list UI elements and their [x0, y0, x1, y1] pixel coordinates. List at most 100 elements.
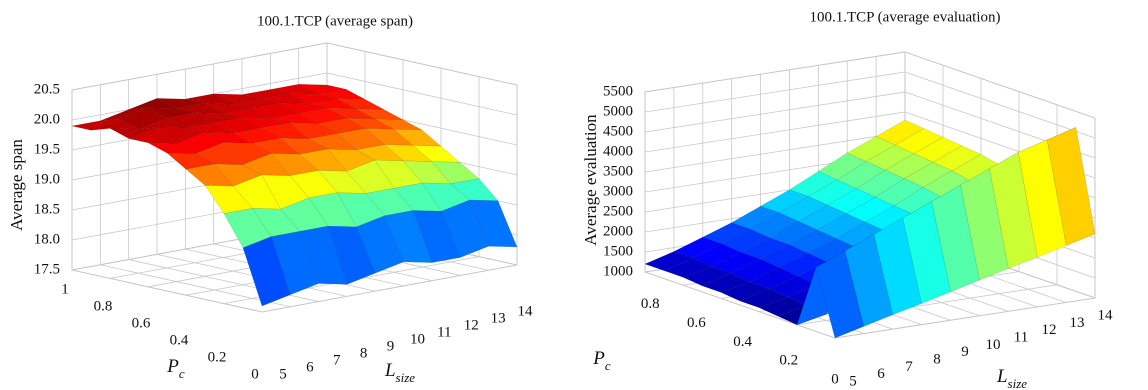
y-tick-label: 0.8 — [94, 298, 113, 314]
x-tick-label: 5 — [279, 366, 287, 382]
surface-patch — [402, 160, 452, 185]
surface-patch — [374, 159, 423, 189]
chart-title: 100.1.TCP (average evaluation) — [809, 9, 1000, 25]
surface-patch — [412, 210, 461, 263]
surface-patch — [749, 267, 799, 289]
x-axis-label-main: L — [384, 360, 396, 381]
y-tick-label: 0.8 — [641, 296, 660, 312]
y-axis-label: Pc — [592, 348, 611, 373]
surface-patch — [364, 128, 414, 146]
x-tick-label: 6 — [877, 366, 885, 382]
surface-patch — [327, 148, 376, 172]
surface-patch — [261, 174, 310, 210]
surface-patch — [739, 288, 789, 308]
surface-patch — [299, 225, 348, 285]
grid-line — [904, 51, 1096, 119]
z-tick-label: 17.5 — [34, 261, 60, 277]
surface-patch — [441, 199, 489, 258]
z-tick-label: 4500 — [603, 123, 633, 139]
y-tick-label: 0.4 — [733, 334, 752, 350]
surface-patch — [663, 257, 713, 278]
surface-patch — [346, 117, 394, 130]
surface-patch — [384, 210, 433, 263]
chart-title: 100.1.TCP (average span) — [257, 13, 413, 29]
y-tick-label: 0 — [831, 371, 839, 387]
surface-patch — [223, 208, 272, 249]
surface-patch — [270, 153, 319, 177]
z-tick-label: 3500 — [603, 163, 633, 179]
x-tick-label: 9 — [961, 344, 969, 360]
surface-patch — [815, 250, 865, 339]
grid-line — [71, 269, 263, 313]
x-tick-label: 7 — [333, 352, 341, 368]
grid-line — [326, 72, 518, 116]
x-tick-label: 10 — [986, 337, 1001, 353]
grid-line — [326, 42, 518, 86]
x-tick-label: 9 — [387, 338, 395, 354]
x-tick-label: 8 — [933, 351, 941, 367]
surface-patch — [204, 132, 253, 144]
surface-patch — [346, 159, 395, 194]
surface-patch — [317, 170, 367, 194]
y-tick-label: 0.6 — [687, 315, 706, 331]
grid-line — [834, 297, 1096, 339]
surface-patch — [374, 118, 423, 131]
surface-patch — [1046, 127, 1096, 246]
y-tick-label: 0.2 — [779, 353, 798, 369]
x-axis-label-sub: size — [396, 370, 416, 385]
z-tick-label: 3000 — [603, 183, 633, 199]
z-tick-label: 1500 — [603, 243, 633, 259]
x-axis-label-sub: size — [1008, 376, 1028, 390]
grid-line — [644, 271, 836, 339]
surface-patch — [128, 127, 178, 144]
surface-patch — [232, 127, 282, 144]
surface-patch — [270, 83, 318, 95]
grid-line — [644, 71, 906, 113]
surface-patch — [71, 118, 120, 131]
surface-patch — [317, 117, 367, 134]
y-axis-label-sub: c — [179, 366, 185, 381]
surface-patch — [365, 187, 414, 216]
surface-patch — [271, 231, 319, 296]
surface-patch — [289, 170, 338, 199]
surface-patch — [392, 128, 442, 147]
y-tick-label: 0.2 — [208, 349, 227, 365]
grid-line — [644, 91, 906, 133]
x-tick-label: 11 — [437, 324, 451, 340]
grid-line — [644, 111, 906, 153]
grid-line — [644, 131, 906, 173]
x-tick-label: 8 — [360, 345, 368, 361]
surface-patch — [336, 192, 386, 228]
surface-patch — [109, 127, 158, 139]
surface-patch — [758, 296, 808, 317]
surface-patch — [298, 148, 348, 172]
surface-patch — [147, 142, 196, 155]
z-tick-label: 5000 — [603, 103, 633, 119]
grid-line — [904, 71, 1096, 139]
surface-patch — [336, 98, 385, 110]
x-axis-label-main: L — [996, 366, 1008, 387]
x-tick-label: 7 — [905, 359, 913, 375]
surface-patch — [279, 137, 329, 155]
grid-line — [644, 51, 906, 93]
x-tick-label: 13 — [491, 310, 506, 326]
z-axis-label: Average evaluation — [581, 114, 600, 246]
surface-patch — [288, 122, 338, 140]
x-tick-label: 5 — [849, 373, 857, 389]
z-tick-label: 1000 — [603, 263, 633, 279]
x-axis-label: Lsize — [996, 366, 1027, 390]
surface-patch — [336, 128, 385, 151]
surface-patch — [682, 266, 732, 287]
x-tick-label: 14 — [1098, 307, 1114, 323]
surface-patch — [204, 185, 253, 214]
surface-patch — [411, 145, 461, 163]
surface-patch — [280, 197, 329, 232]
x-axis-label: Lsize — [384, 360, 415, 385]
z-tick-label: 19.0 — [34, 171, 60, 187]
surface-patch — [327, 225, 376, 285]
z-tick-label: 19.5 — [34, 141, 60, 157]
y-axis-label-sub: c — [605, 358, 611, 373]
surface-patch — [289, 93, 337, 105]
y-tick-label: 0.6 — [132, 315, 151, 331]
